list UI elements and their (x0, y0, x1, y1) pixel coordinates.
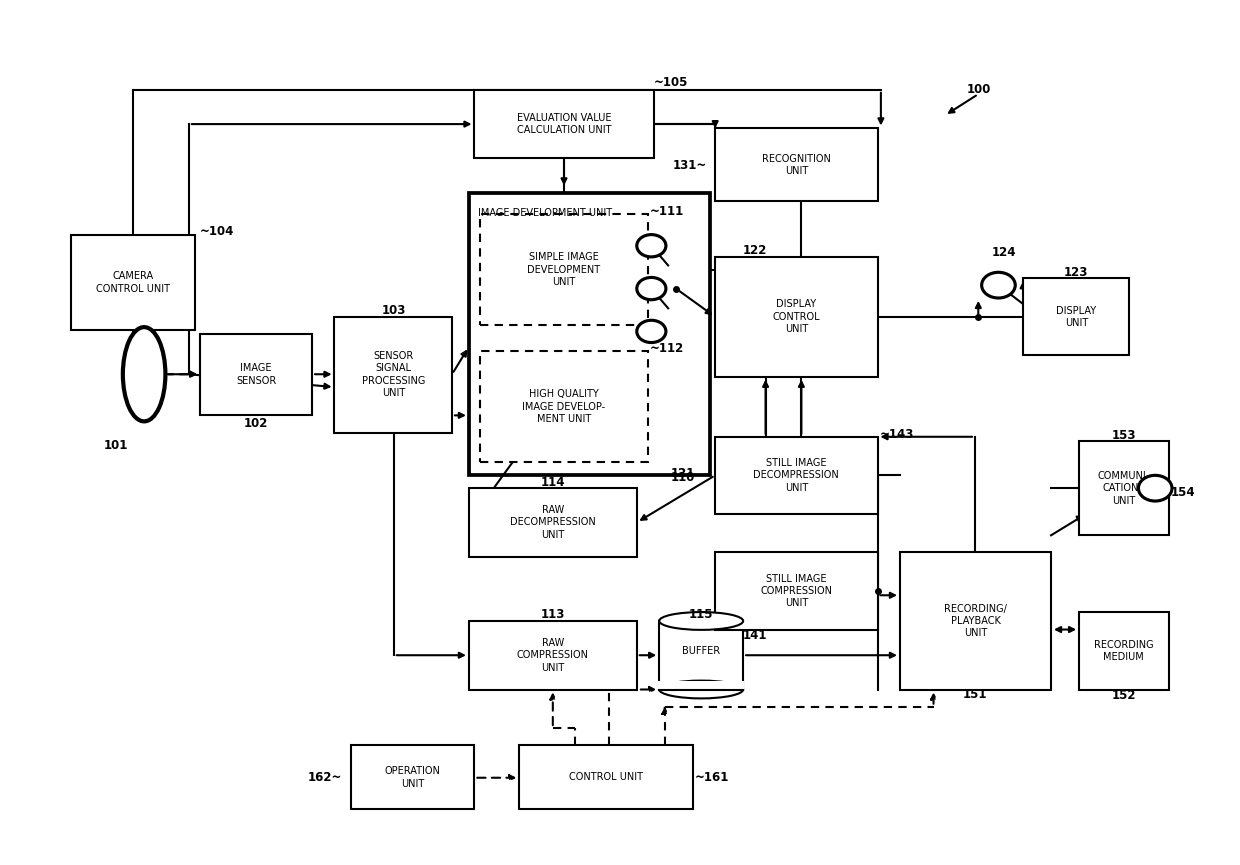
Circle shape (637, 278, 666, 299)
Text: 162~: 162~ (308, 772, 342, 785)
Bar (658, 681, 744, 689)
Text: 141: 141 (743, 629, 768, 642)
Bar (469, 621, 637, 689)
Bar (900, 553, 1052, 689)
Text: ~105: ~105 (653, 76, 688, 89)
Bar (1079, 441, 1168, 535)
Text: 154: 154 (1171, 486, 1195, 499)
Text: 151: 151 (962, 689, 987, 702)
Text: SIMPLE IMAGE
DEVELOPMENT
UNIT: SIMPLE IMAGE DEVELOPMENT UNIT (527, 253, 600, 287)
Text: EVALUATION VALUE
CALCULATION UNIT: EVALUATION VALUE CALCULATION UNIT (517, 113, 611, 135)
Text: OPERATION
UNIT: OPERATION UNIT (384, 766, 440, 789)
Text: DISPLAY
CONTROL
UNIT: DISPLAY CONTROL UNIT (773, 299, 820, 334)
Text: 100: 100 (967, 83, 992, 96)
Text: 110: 110 (671, 471, 694, 484)
Circle shape (982, 272, 1016, 298)
Text: 114: 114 (541, 476, 565, 489)
Bar (335, 317, 453, 432)
Bar (480, 214, 649, 325)
Text: RECORDING
MEDIUM: RECORDING MEDIUM (1094, 640, 1153, 662)
Bar (1079, 612, 1168, 689)
Bar (715, 128, 878, 202)
Text: 153: 153 (1111, 429, 1136, 442)
Bar (469, 488, 637, 557)
Text: 113: 113 (541, 608, 565, 621)
Text: SENSOR
SIGNAL
PROCESSING
UNIT: SENSOR SIGNAL PROCESSING UNIT (362, 351, 425, 398)
Ellipse shape (123, 327, 165, 421)
Text: HIGH QUALITY
IMAGE DEVELOP-
MENT UNIT: HIGH QUALITY IMAGE DEVELOP- MENT UNIT (522, 389, 605, 424)
Text: 101: 101 (104, 439, 128, 452)
Ellipse shape (660, 612, 743, 630)
Text: CAMERA
CONTROL UNIT: CAMERA CONTROL UNIT (95, 272, 170, 294)
Text: 102: 102 (244, 418, 268, 431)
Circle shape (637, 320, 666, 343)
Text: RECORDING/
PLAYBACK
UNIT: RECORDING/ PLAYBACK UNIT (944, 604, 1007, 638)
Text: RECOGNITION
UNIT: RECOGNITION UNIT (761, 154, 831, 176)
Bar (72, 235, 195, 330)
Text: ~161: ~161 (694, 772, 729, 785)
Text: BUFFER: BUFFER (682, 646, 720, 656)
Text: ~143: ~143 (879, 427, 914, 440)
Ellipse shape (660, 681, 743, 698)
Text: RAW
DECOMPRESSION
UNIT: RAW DECOMPRESSION UNIT (510, 505, 595, 540)
Bar (520, 745, 693, 810)
Text: IMAGE
SENSOR: IMAGE SENSOR (236, 363, 277, 386)
Bar (715, 553, 878, 630)
Bar (475, 90, 653, 158)
Circle shape (637, 234, 666, 257)
Text: DISPLAY
UNIT: DISPLAY UNIT (1056, 305, 1096, 328)
Text: 122: 122 (743, 245, 768, 258)
Text: ~111: ~111 (650, 205, 684, 218)
Text: STILL IMAGE
COMPRESSION
UNIT: STILL IMAGE COMPRESSION UNIT (760, 573, 832, 608)
Text: IMAGE DEVELOPMENT UNIT: IMAGE DEVELOPMENT UNIT (477, 208, 611, 218)
Bar (480, 351, 649, 463)
Text: ~104: ~104 (200, 225, 234, 238)
Text: 124: 124 (992, 247, 1017, 260)
Text: 131~: 131~ (673, 158, 707, 172)
Bar (351, 745, 475, 810)
Bar (200, 334, 312, 415)
Bar (715, 437, 878, 514)
Text: RAW
COMPRESSION
UNIT: RAW COMPRESSION UNIT (517, 638, 589, 673)
Bar (1023, 279, 1130, 356)
Bar (469, 193, 709, 476)
Circle shape (1138, 476, 1172, 501)
Text: 123: 123 (1064, 266, 1087, 279)
Text: ~112: ~112 (650, 342, 684, 355)
Text: CONTROL UNIT: CONTROL UNIT (569, 772, 644, 782)
Text: 152: 152 (1111, 689, 1136, 702)
Text: 103: 103 (382, 304, 405, 317)
Text: 121: 121 (671, 467, 694, 480)
Text: STILL IMAGE
DECOMPRESSION
UNIT: STILL IMAGE DECOMPRESSION UNIT (754, 458, 839, 493)
Text: 115: 115 (688, 608, 713, 621)
Bar (715, 257, 878, 377)
Text: COMMUNI-
CATIONS
UNIT: COMMUNI- CATIONS UNIT (1097, 471, 1149, 505)
